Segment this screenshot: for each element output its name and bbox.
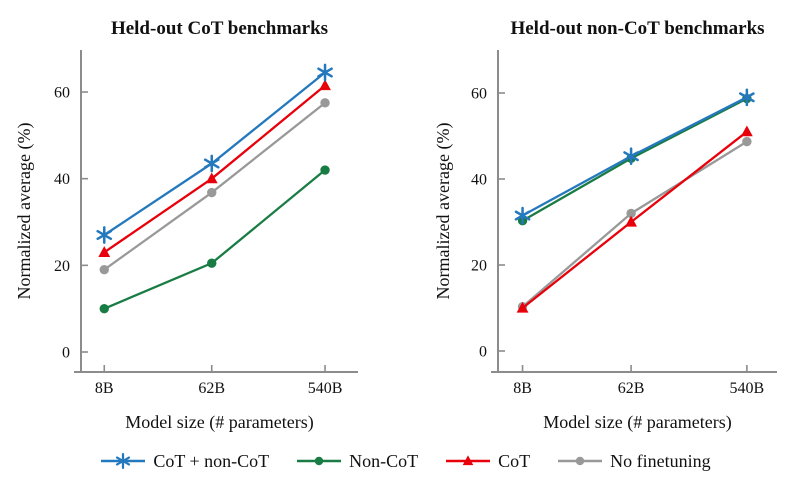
legend-item-non-cot: Non-CoT <box>296 450 418 472</box>
circle-marker-icon <box>742 136 752 147</box>
star-marker-icon <box>96 226 113 244</box>
triangle-marker-icon <box>625 215 637 227</box>
x-axis-label: Model size (# parameters) <box>125 412 313 433</box>
circle-marker-icon <box>320 165 330 175</box>
x-tick-label: 8B <box>95 380 114 397</box>
legend-label: No finetuning <box>610 450 711 471</box>
x-axis-label: Model size (# parameters) <box>543 412 731 433</box>
star-marker-icon <box>317 63 333 82</box>
chart-held-out-cot: Held-out CoT benchmarks 0 20 40 60 8B 62B 540B N… <box>14 18 358 433</box>
legend-label: CoT + non-CoT <box>153 450 270 471</box>
legend-item-cot-non-cot: CoT + non-CoT <box>100 450 269 472</box>
star-marker-icon <box>514 206 531 225</box>
circle-marker-icon <box>207 187 217 198</box>
star-marker-icon <box>203 154 220 173</box>
legend-marker-icon <box>446 455 491 466</box>
y-tick-label: 20 <box>54 258 70 275</box>
series-non-cot <box>99 165 330 314</box>
circle-marker-icon <box>99 303 109 314</box>
circle-marker-icon <box>207 258 217 268</box>
series-no-finetuning <box>99 98 330 275</box>
chart-title: Held-out CoT benchmarks <box>111 18 328 39</box>
legend: CoT + non-CoT Non-CoT CoT No finetuning <box>0 450 811 472</box>
y-tick-label: 20 <box>471 258 487 275</box>
axes-spines <box>74 50 358 373</box>
legend-marker-icon <box>101 453 146 469</box>
y-tick-label: 40 <box>54 171 70 188</box>
x-tick-label: 540B <box>730 380 765 397</box>
charts-row: Held-out CoT benchmarks 0 20 40 60 8B 62B 540B N… <box>14 18 777 433</box>
x-tick-label: 540B <box>308 380 343 397</box>
y-axis-label: Normalized average (%) <box>433 123 454 300</box>
x-tick-label: 8B <box>513 380 532 397</box>
circle-marker-icon <box>626 208 636 219</box>
legend-item-no-finetuning: No finetuning <box>557 450 711 472</box>
series-line <box>103 101 326 271</box>
axes-spines <box>491 50 777 373</box>
chart-held-out-non-cot: Held-out non-CoT benchmarks 0 20 40 60 8B 62B 5… <box>433 18 777 433</box>
y-tick-label: 40 <box>471 172 487 189</box>
series-cot <box>98 79 331 257</box>
triangle-marker-icon <box>319 79 331 91</box>
y-tick-label: 0 <box>479 344 487 361</box>
series-cot <box>516 125 753 313</box>
star-marker-icon <box>739 88 755 107</box>
legend-label: CoT <box>498 450 531 471</box>
y-tick-label: 60 <box>471 86 487 103</box>
circle-marker-icon <box>99 264 109 275</box>
x-tick-label: 62B <box>198 380 225 397</box>
series-line <box>103 84 326 254</box>
star-marker-icon <box>116 453 131 469</box>
star-marker-icon <box>623 147 639 166</box>
triangle-marker-icon <box>462 455 474 466</box>
legend-item-cot: CoT <box>445 450 530 472</box>
triangle-marker-icon <box>740 125 753 137</box>
legend-label: Non-CoT <box>349 450 419 471</box>
circle-marker-icon <box>320 98 330 108</box>
y-axis-label: Normalized average (%) <box>14 123 35 300</box>
circle-marker-icon <box>575 456 585 466</box>
triangle-marker-icon <box>98 246 111 257</box>
chart-title: Held-out non-CoT benchmarks <box>510 18 764 39</box>
series-cot-non-cot <box>96 63 333 244</box>
x-tick-label: 62B <box>618 380 645 397</box>
circle-marker-icon <box>314 456 324 466</box>
series-line <box>103 71 326 236</box>
y-tick-label: 0 <box>62 345 70 362</box>
triangle-marker-icon <box>205 172 218 184</box>
legend-marker-icon <box>297 456 342 466</box>
triangle-marker-icon <box>516 301 529 313</box>
y-tick-label: 60 <box>54 85 70 102</box>
legend-marker-icon <box>558 456 603 466</box>
series-cot-non-cot <box>514 88 755 225</box>
